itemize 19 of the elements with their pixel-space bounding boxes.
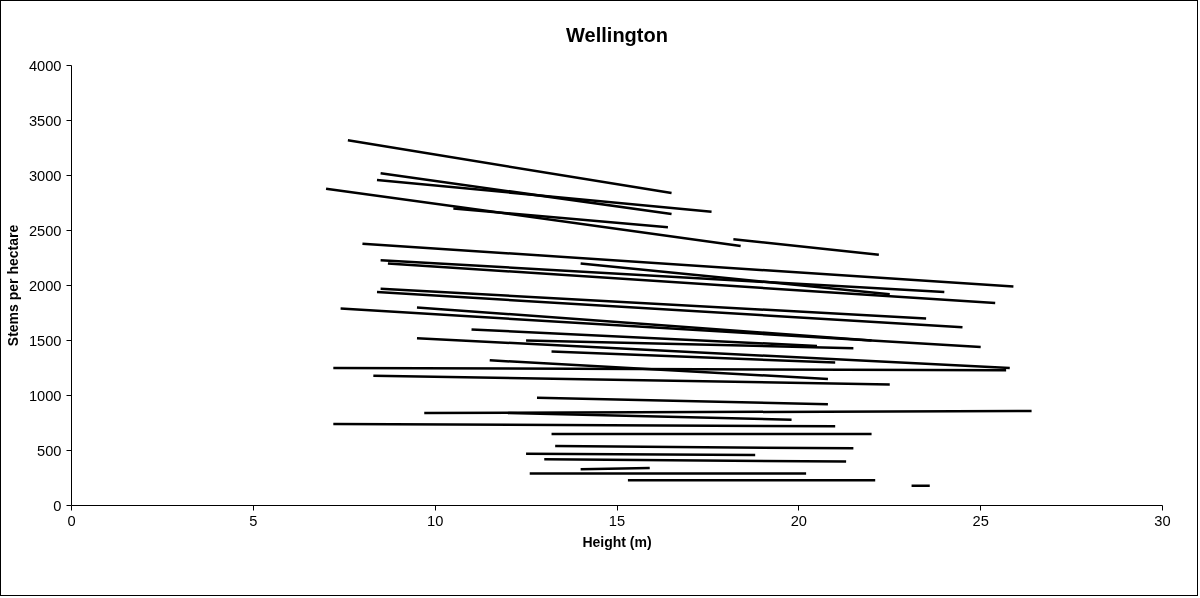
x-tick-label: 15 <box>608 512 626 529</box>
y-tick-label: 2500 <box>28 222 62 239</box>
y-axis-title: Stems per hectare <box>4 224 21 347</box>
x-tick-label: 25 <box>972 512 989 529</box>
y-tick-label: 1000 <box>28 387 62 404</box>
x-tick-label: 30 <box>1154 512 1171 529</box>
y-tick-label: 3000 <box>28 167 62 184</box>
y-tick-label: 4000 <box>28 57 62 74</box>
x-tick-label: 0 <box>67 512 76 529</box>
x-axis-title: Height (m) <box>582 533 652 550</box>
x-tick-label: 10 <box>427 512 444 529</box>
y-tick-label: 0 <box>53 497 62 514</box>
y-tick-label: 500 <box>37 442 62 459</box>
y-tick-label: 3500 <box>28 112 62 129</box>
x-tick-label: 5 <box>249 512 258 529</box>
y-tick-label: 1500 <box>28 332 62 349</box>
x-tick-label: 20 <box>790 512 807 529</box>
y-tick-label: 2000 <box>28 277 62 294</box>
chart-title: Wellington <box>566 23 668 46</box>
